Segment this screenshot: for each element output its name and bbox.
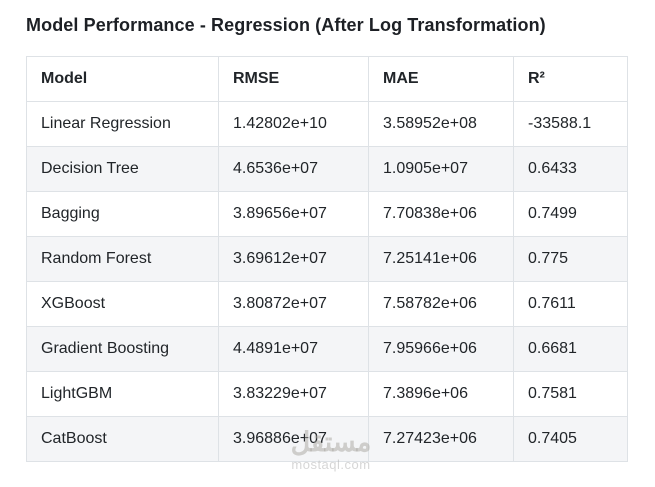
table-body: Linear Regression 1.42802e+10 3.58952e+0… [26, 101, 628, 462]
table-row-linear-regression: Linear Regression 1.42802e+10 3.58952e+0… [26, 101, 628, 147]
column-header-model: Model [26, 56, 219, 102]
column-header-mae: MAE [368, 56, 514, 102]
cell-mae: 7.58782e+06 [368, 281, 514, 327]
cell-model: XGBoost [26, 281, 219, 327]
cell-mae: 7.27423e+06 [368, 416, 514, 462]
cell-r2: 0.775 [513, 236, 628, 282]
cell-model: Random Forest [26, 236, 219, 282]
table-row-bagging: Bagging 3.89656e+07 7.70838e+06 0.7499 [26, 191, 628, 237]
cell-model: Bagging [26, 191, 219, 237]
cell-r2: 0.6681 [513, 326, 628, 372]
cell-mae: 1.0905e+07 [368, 146, 514, 192]
page-title: Model Performance - Regression (After Lo… [26, 15, 546, 35]
cell-mae: 3.58952e+08 [368, 101, 514, 147]
cell-rmse: 3.69612e+07 [218, 236, 369, 282]
table-header: Model RMSE MAE R² [26, 56, 628, 102]
cell-model: Linear Regression [26, 101, 219, 147]
cell-rmse: 1.42802e+10 [218, 101, 369, 147]
cell-r2: 0.6433 [513, 146, 628, 192]
cell-mae: 7.70838e+06 [368, 191, 514, 237]
cell-rmse: 4.6536e+07 [218, 146, 369, 192]
table-row-lightgbm: LightGBM 3.83229e+07 7.3896e+06 0.7581 [26, 371, 628, 417]
cell-r2: 0.7499 [513, 191, 628, 237]
cell-rmse: 3.96886e+07 [218, 416, 369, 462]
cell-model: CatBoost [26, 416, 219, 462]
cell-model: LightGBM [26, 371, 219, 417]
header-row: Model RMSE MAE R² [26, 56, 628, 102]
cell-model: Decision Tree [26, 146, 219, 192]
cell-r2: 0.7405 [513, 416, 628, 462]
table-row-catboost: CatBoost 3.96886e+07 7.27423e+06 0.7405 [26, 416, 628, 462]
cell-mae: 7.3896e+06 [368, 371, 514, 417]
cell-r2: 0.7611 [513, 281, 628, 327]
cell-rmse: 3.80872e+07 [218, 281, 369, 327]
column-header-rmse: RMSE [218, 56, 369, 102]
table-row-decision-tree: Decision Tree 4.6536e+07 1.0905e+07 0.64… [26, 146, 628, 192]
table-row-random-forest: Random Forest 3.69612e+07 7.25141e+06 0.… [26, 236, 628, 282]
cell-model: Gradient Boosting [26, 326, 219, 372]
cell-rmse: 4.4891e+07 [218, 326, 369, 372]
table-row-xgboost: XGBoost 3.80872e+07 7.58782e+06 0.7611 [26, 281, 628, 327]
cell-r2: -33588.1 [513, 101, 628, 147]
table-row-gradient-boosting: Gradient Boosting 4.4891e+07 7.95966e+06… [26, 326, 628, 372]
cell-rmse: 3.83229e+07 [218, 371, 369, 417]
cell-rmse: 3.89656e+07 [218, 191, 369, 237]
cell-mae: 7.25141e+06 [368, 236, 514, 282]
model-performance-table: Model RMSE MAE R² Linear Regression 1.42… [26, 56, 628, 462]
cell-mae: 7.95966e+06 [368, 326, 514, 372]
cell-r2: 0.7581 [513, 371, 628, 417]
column-header-r2: R² [513, 56, 628, 102]
